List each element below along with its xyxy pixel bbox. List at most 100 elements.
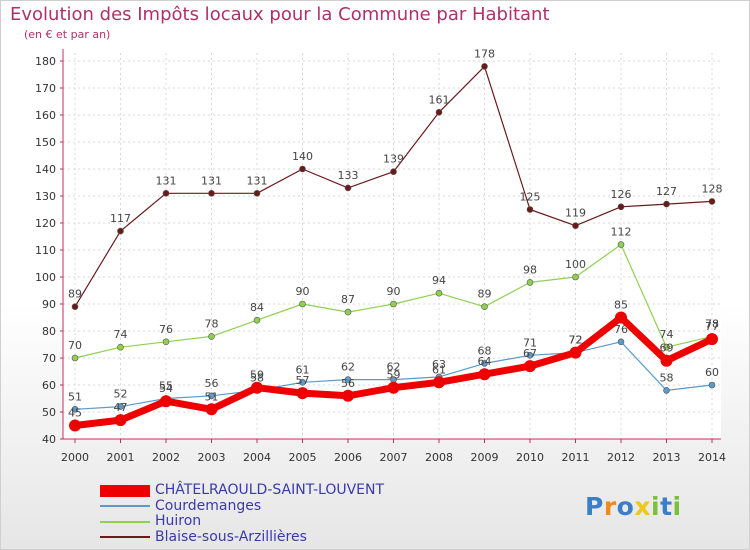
data-point-ch-telraould-saint-louvent (160, 395, 172, 408)
data-label-courdemanges: 76 (614, 323, 628, 336)
data-label-huiron: 74 (114, 328, 128, 341)
data-point-ch-telraould-saint-louvent (615, 311, 627, 324)
data-label-huiron: 98 (523, 263, 537, 276)
legend-item-blaise: Blaise-sous-Arzillières (100, 529, 384, 546)
data-point-blaise-sous-arzilli-res (481, 63, 488, 70)
x-tick-label: 2002 (152, 451, 180, 464)
data-point-blaise-sous-arzilli-res (208, 190, 215, 197)
data-label-blaise-sous-arzilli-res: 139 (383, 153, 404, 166)
data-point-blaise-sous-arzilli-res (390, 168, 397, 175)
data-label-huiron: 78 (705, 317, 719, 330)
data-label-blaise-sous-arzilli-res: 131 (247, 174, 268, 187)
data-label-courdemanges: 63 (432, 358, 446, 371)
y-tick-label: 80 (42, 325, 56, 338)
data-point-blaise-sous-arzilli-res (526, 206, 534, 213)
data-point-blaise-sous-arzilli-res (344, 184, 352, 192)
data-point-huiron (435, 289, 443, 297)
y-tick-label: 160 (35, 109, 56, 122)
data-point-ch-telraould-saint-louvent (569, 346, 582, 359)
data-label-ch-telraould-saint-louvent: 54 (159, 382, 173, 395)
data-label-blaise-sous-arzilli-res: 131 (201, 174, 222, 187)
data-label-ch-telraould-saint-louvent: 77 (705, 320, 719, 333)
data-label-courdemanges: 72 (569, 334, 583, 347)
data-label-courdemanges: 58 (660, 371, 674, 384)
y-tick-label: 40 (42, 433, 56, 446)
x-tick-label: 2004 (243, 451, 271, 464)
data-label-blaise-sous-arzilli-res: 128 (702, 182, 723, 195)
x-tick-label: 2001 (107, 451, 135, 464)
data-label-courdemanges: 71 (523, 336, 537, 349)
data-point-courdemanges (344, 376, 352, 383)
data-label-courdemanges: 62 (341, 361, 355, 374)
x-tick-label: 2013 (653, 451, 681, 464)
data-label-blaise-sous-arzilli-res: 126 (611, 188, 632, 201)
y-tick-label: 170 (35, 82, 56, 95)
data-label-blaise-sous-arzilli-res: 127 (656, 185, 677, 198)
data-point-ch-telraould-saint-louvent (342, 389, 354, 402)
data-label-courdemanges: 60 (705, 366, 719, 379)
x-tick-label: 2003 (198, 451, 226, 464)
legend-label-chatelraould: CHÂTELRAOULD-SAINT-LOUVENT (155, 482, 385, 498)
data-label-ch-telraould-saint-louvent: 56 (341, 377, 355, 390)
legend-label-huiron: Huiron (155, 513, 202, 529)
data-label-huiron: 84 (250, 301, 264, 314)
data-point-ch-telraould-saint-louvent (524, 360, 536, 373)
data-point-courdemanges (481, 360, 488, 367)
legend-swatch-courdemanges (100, 505, 150, 508)
data-point-courdemanges (117, 403, 124, 410)
y-tick-label: 120 (35, 217, 56, 230)
data-point-ch-telraould-saint-louvent (706, 333, 718, 346)
chart-title: Evolution des Impôts locaux pour la Comm… (10, 4, 550, 25)
data-point-courdemanges (617, 338, 625, 346)
data-label-ch-telraould-saint-louvent: 67 (523, 347, 537, 360)
data-point-blaise-sous-arzilli-res (299, 165, 306, 173)
data-point-blaise-sous-arzilli-res (708, 198, 716, 205)
legend-item-chatelraould: CHÂTELRAOULD-SAINT-LOUVENT (100, 482, 385, 499)
data-label-ch-telraould-saint-louvent: 47 (114, 401, 128, 414)
data-label-courdemanges: 52 (114, 388, 128, 401)
data-label-blaise-sous-arzilli-res: 133 (338, 169, 359, 182)
data-point-huiron (526, 279, 534, 286)
data-point-huiron (481, 303, 488, 311)
logo-letter: t (660, 492, 673, 521)
y-tick-label: 180 (35, 55, 56, 68)
data-label-blaise-sous-arzilli-res: 89 (68, 288, 82, 301)
x-tick-label: 2007 (380, 451, 408, 464)
data-label-huiron: 74 (660, 328, 674, 341)
data-point-courdemanges (71, 405, 79, 413)
data-label-huiron: 70 (68, 339, 82, 352)
data-point-huiron (390, 300, 397, 308)
data-point-ch-telraould-saint-louvent (114, 414, 127, 427)
data-point-courdemanges (208, 392, 215, 400)
data-label-ch-telraould-saint-louvent: 69 (660, 342, 674, 355)
data-label-huiron: 94 (432, 274, 446, 287)
data-point-courdemanges (299, 378, 306, 386)
x-tick-label: 2009 (471, 451, 499, 464)
data-label-huiron: 90 (387, 285, 401, 298)
data-point-huiron (253, 316, 261, 324)
data-label-ch-telraould-saint-louvent: 57 (296, 374, 310, 387)
data-point-blaise-sous-arzilli-res (663, 200, 670, 208)
data-label-ch-telraould-saint-louvent: 64 (478, 355, 492, 368)
data-point-huiron (344, 308, 352, 316)
y-tick-label: 140 (35, 163, 56, 176)
logo-letter: o (616, 492, 635, 521)
data-label-courdemanges: 58 (250, 371, 264, 384)
data-label-courdemanges: 55 (159, 380, 173, 393)
data-label-ch-telraould-saint-louvent: 59 (387, 369, 401, 382)
data-label-blaise-sous-arzilli-res: 140 (292, 150, 313, 163)
logo-letter: x (634, 492, 651, 521)
data-point-huiron (663, 343, 670, 351)
data-point-ch-telraould-saint-louvent (660, 354, 673, 367)
data-label-courdemanges: 51 (68, 390, 82, 403)
data-point-huiron (208, 333, 215, 340)
plot-area (63, 53, 721, 439)
y-tick-label: 50 (42, 406, 56, 419)
data-label-courdemanges: 68 (478, 344, 492, 357)
data-label-huiron: 78 (205, 317, 219, 330)
data-point-huiron (572, 273, 579, 281)
x-tick-label: 2006 (334, 451, 362, 464)
data-label-blaise-sous-arzilli-res: 117 (110, 212, 131, 225)
data-point-blaise-sous-arzilli-res (253, 190, 261, 197)
legend-label-courdemanges: Courdemanges (155, 497, 262, 514)
